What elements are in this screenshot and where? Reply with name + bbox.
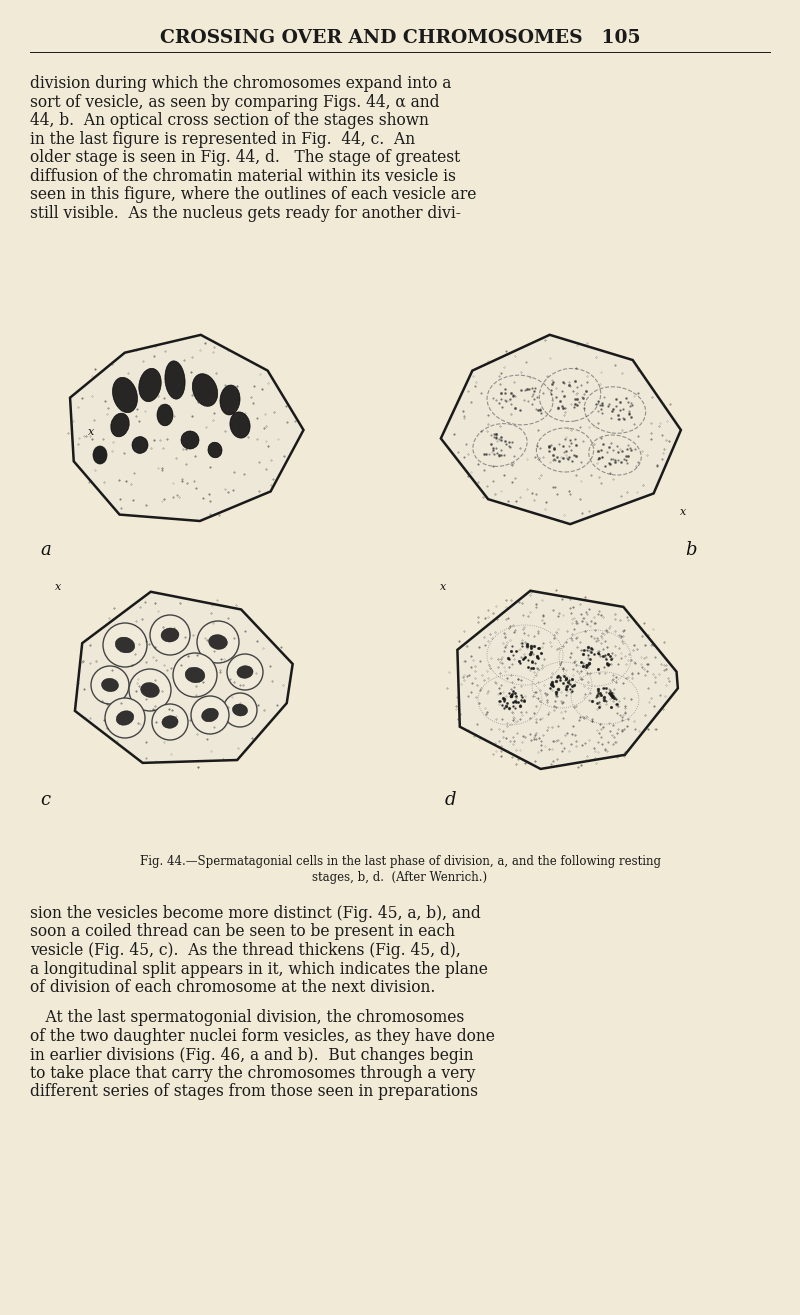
- Ellipse shape: [102, 679, 118, 692]
- Text: a: a: [40, 540, 50, 559]
- Text: x: x: [88, 427, 94, 437]
- Circle shape: [227, 654, 263, 690]
- Text: Fig. 44.—Spermatagonial cells in the last phase of division, a, and the followin: Fig. 44.—Spermatagonial cells in the las…: [139, 855, 661, 868]
- Text: soon a coiled thread can be seen to be present in each: soon a coiled thread can be seen to be p…: [30, 923, 455, 940]
- Text: older stage is seen in Fig. 44, d.   The stage of greatest: older stage is seen in Fig. 44, d. The s…: [30, 149, 460, 166]
- Ellipse shape: [181, 431, 199, 448]
- Circle shape: [150, 615, 190, 655]
- Circle shape: [173, 654, 217, 697]
- Circle shape: [91, 665, 129, 704]
- Text: At the last spermatogonial division, the chromosomes: At the last spermatogonial division, the…: [30, 1010, 464, 1027]
- Ellipse shape: [165, 360, 185, 400]
- Ellipse shape: [113, 377, 138, 413]
- Ellipse shape: [93, 446, 107, 464]
- Text: still visible.  As the nucleus gets ready for another divi-: still visible. As the nucleus gets ready…: [30, 205, 461, 221]
- Ellipse shape: [233, 704, 247, 717]
- Text: different series of stages from those seen in preparations: different series of stages from those se…: [30, 1084, 478, 1101]
- Text: in the last figure is represented in Fig.  44, c.  An: in the last figure is represented in Fig…: [30, 130, 415, 147]
- Text: of the two daughter nuclei form vesicles, as they have done: of the two daughter nuclei form vesicles…: [30, 1028, 495, 1045]
- Ellipse shape: [138, 368, 162, 401]
- Polygon shape: [441, 335, 681, 525]
- Text: sort of vesicle, as seen by comparing Figs. 44, α and: sort of vesicle, as seen by comparing Fi…: [30, 93, 439, 110]
- Circle shape: [223, 693, 257, 727]
- Text: x: x: [440, 583, 446, 592]
- Circle shape: [197, 621, 239, 663]
- Text: d: d: [445, 792, 457, 809]
- Ellipse shape: [161, 629, 179, 642]
- Text: 44, b.  An optical cross section of the stages shown: 44, b. An optical cross section of the s…: [30, 112, 429, 129]
- Text: c: c: [40, 792, 50, 809]
- Ellipse shape: [220, 385, 240, 416]
- Text: b: b: [685, 540, 697, 559]
- Text: seen in this figure, where the outlines of each vesicle are: seen in this figure, where the outlines …: [30, 185, 476, 203]
- Text: division during which the chromosomes expand into a: division during which the chromosomes ex…: [30, 75, 451, 92]
- Ellipse shape: [110, 413, 130, 437]
- Ellipse shape: [116, 710, 134, 726]
- Polygon shape: [75, 592, 293, 763]
- Text: to take place that carry the chromosomes through a very: to take place that carry the chromosomes…: [30, 1065, 475, 1082]
- Text: sion the vesicles become more distinct (Fig. 45, a, b), and: sion the vesicles become more distinct (…: [30, 905, 481, 922]
- Circle shape: [191, 696, 229, 734]
- Text: x: x: [680, 508, 686, 517]
- Ellipse shape: [185, 667, 205, 682]
- Text: of division of each chromosome at the next division.: of division of each chromosome at the ne…: [30, 978, 435, 995]
- Circle shape: [103, 623, 147, 667]
- Text: stages, b, d.  (After Wenrich.): stages, b, d. (After Wenrich.): [313, 871, 487, 884]
- Ellipse shape: [157, 404, 173, 426]
- Ellipse shape: [162, 715, 178, 729]
- Circle shape: [105, 698, 145, 738]
- Text: a longitudinal split appears in it, which indicates the plane: a longitudinal split appears in it, whic…: [30, 960, 488, 977]
- Circle shape: [129, 669, 171, 711]
- Circle shape: [152, 704, 188, 740]
- Ellipse shape: [202, 709, 218, 722]
- Polygon shape: [70, 335, 303, 521]
- Text: x: x: [55, 583, 62, 592]
- Ellipse shape: [141, 682, 159, 697]
- Polygon shape: [458, 590, 678, 769]
- Text: vesicle (Fig. 45, c).  As the thread thickens (Fig. 45, d),: vesicle (Fig. 45, c). As the thread thic…: [30, 942, 461, 959]
- Ellipse shape: [132, 437, 148, 454]
- Text: in earlier divisions (Fig. 46, a and b).  But changes begin: in earlier divisions (Fig. 46, a and b).…: [30, 1047, 474, 1064]
- Ellipse shape: [237, 665, 253, 679]
- Text: CROSSING OVER AND CHROMOSOMES 105: CROSSING OVER AND CHROMOSOMES 105: [160, 29, 640, 47]
- Text: diffusion of the chromatin material within its vesicle is: diffusion of the chromatin material with…: [30, 167, 456, 184]
- Ellipse shape: [209, 635, 227, 650]
- Ellipse shape: [208, 442, 222, 458]
- Ellipse shape: [192, 373, 218, 406]
- Ellipse shape: [230, 412, 250, 438]
- Ellipse shape: [115, 636, 134, 654]
